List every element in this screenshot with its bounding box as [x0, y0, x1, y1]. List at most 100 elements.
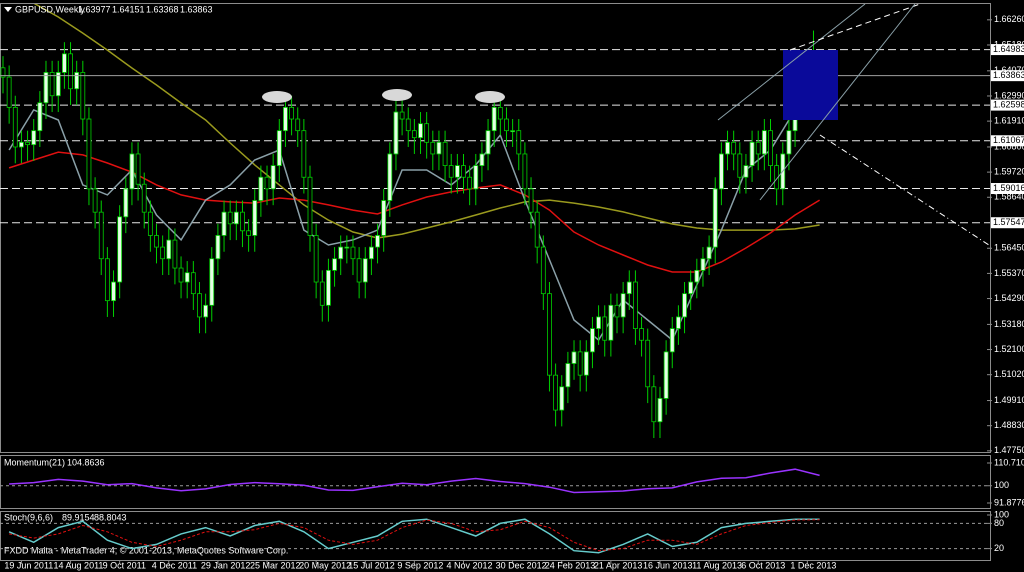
- level-label-box: [991, 183, 1024, 195]
- candle-body: [749, 141, 755, 166]
- indicator-line: [33, 4, 820, 239]
- candle-body: [461, 165, 466, 178]
- x-tick-label: 6 Oct 2013: [741, 560, 785, 570]
- candle-body: [203, 304, 209, 318]
- candle-body: [68, 53, 73, 90]
- x-tick-label: 21 Apr 2013: [594, 560, 643, 570]
- candle-body: [295, 118, 301, 132]
- candle-body: [258, 176, 264, 201]
- candle-body: [227, 211, 233, 225]
- x-tick-label: 1 Dec 2013: [790, 560, 836, 570]
- candle-body: [25, 141, 30, 146]
- y-tick-label: 1.48830: [994, 420, 1024, 430]
- ohlc-close: 1.63863: [180, 4, 213, 14]
- candle-body: [522, 153, 528, 190]
- candle-body: [651, 386, 657, 423]
- indicator-line: [9, 468, 820, 494]
- x-tick-label: 4 Nov 2012: [447, 560, 493, 570]
- candle-body: [154, 235, 159, 248]
- candle-body: [270, 165, 276, 190]
- candle-body: [147, 211, 153, 236]
- candle-body: [424, 123, 430, 143]
- candle-body: [307, 176, 313, 236]
- candle-body: [362, 258, 368, 283]
- candle-body: [6, 76, 12, 108]
- candle-body: [528, 188, 534, 213]
- candle-body: [559, 386, 565, 411]
- chart-title: GBPUSD,Weekly: [15, 4, 85, 14]
- y-tick-label: 1.47750: [994, 445, 1024, 455]
- candle-body: [332, 258, 337, 271]
- y-tick-label: 1.54290: [994, 293, 1024, 303]
- candle-body: [608, 304, 614, 341]
- y-tick-label: 1.56450: [994, 243, 1024, 253]
- plot-area: [0, 518, 990, 554]
- candle-body: [565, 363, 571, 388]
- candle-body: [743, 165, 749, 178]
- candle-body: [215, 235, 221, 260]
- candle-body: [399, 111, 405, 120]
- candle-body: [577, 351, 583, 376]
- candle-body: [381, 200, 387, 236]
- ohlc-open: 1.63977: [78, 4, 111, 14]
- candle-body: [246, 230, 252, 236]
- current-price-label: 1.63863: [993, 70, 1024, 80]
- candle-body: [504, 118, 509, 132]
- y-tick-label: 1.60800: [994, 141, 1024, 151]
- candle-body: [676, 316, 681, 329]
- x-tick-label: 30 Dec 2012: [496, 560, 547, 570]
- candle-body: [540, 246, 546, 295]
- y-tick-label: 1.51020: [994, 369, 1024, 379]
- candle-body: [313, 235, 319, 283]
- candle-body: [633, 281, 638, 329]
- ohlc-low: 1.63368: [146, 4, 179, 14]
- candle-body: [645, 339, 651, 388]
- x-tick-label: 14 Aug 2011: [54, 560, 104, 570]
- level-label-box: [991, 44, 1024, 56]
- ohlc-high: 1.64151: [112, 4, 145, 14]
- candle-body: [74, 72, 80, 90]
- candle-body: [473, 165, 479, 190]
- y-tick-label: 1.62990: [994, 90, 1024, 100]
- candle-body: [0, 67, 6, 78]
- candle-body: [283, 106, 288, 132]
- candle-body: [141, 183, 147, 213]
- candle-body: [657, 398, 663, 423]
- annotations: [262, 4, 990, 247]
- candle-body: [319, 281, 325, 306]
- candle-body: [375, 235, 380, 248]
- x-tick-label: 19 Jun 2011: [4, 560, 53, 570]
- y-tick-label: 1.58640: [994, 192, 1024, 202]
- candle-body: [289, 106, 294, 120]
- candle-body: [326, 269, 331, 306]
- candle-body: [172, 239, 178, 269]
- candle-body: [405, 118, 411, 132]
- candle-body: [669, 328, 675, 353]
- candle-body: [497, 106, 503, 120]
- candle-body: [62, 53, 67, 73]
- candle-body: [510, 130, 516, 133]
- x-tick-label: 11 Aug 2013: [692, 560, 742, 570]
- candle-body: [602, 316, 608, 341]
- x-tick-label: 16 Jun 2013: [643, 560, 693, 570]
- candle-body: [682, 293, 687, 318]
- candle-body: [718, 153, 724, 190]
- candle-body: [706, 246, 712, 260]
- level-label: 1.64983: [993, 44, 1024, 54]
- indicator-value: 89.9154: [62, 512, 95, 522]
- main-panel-frame: [0, 3, 991, 453]
- y-tick-label: 1.59720: [994, 166, 1024, 176]
- y-tick-label: 91.8776: [994, 497, 1024, 507]
- candle-body: [571, 351, 577, 364]
- y-tick-label: 110.7102: [994, 457, 1024, 467]
- x-tick-label: 25 Mar 2012: [250, 560, 301, 570]
- candle-body: [117, 216, 123, 283]
- plot-area: [0, 4, 990, 439]
- candle-body: [583, 351, 589, 376]
- candle-body: [221, 211, 227, 236]
- candle-body: [553, 374, 558, 411]
- indicator-value: 104.8636: [67, 457, 105, 467]
- candle-body: [98, 211, 104, 260]
- menu-icon[interactable]: [4, 7, 12, 12]
- x-tick-label: 29 Jan 2012: [201, 560, 251, 570]
